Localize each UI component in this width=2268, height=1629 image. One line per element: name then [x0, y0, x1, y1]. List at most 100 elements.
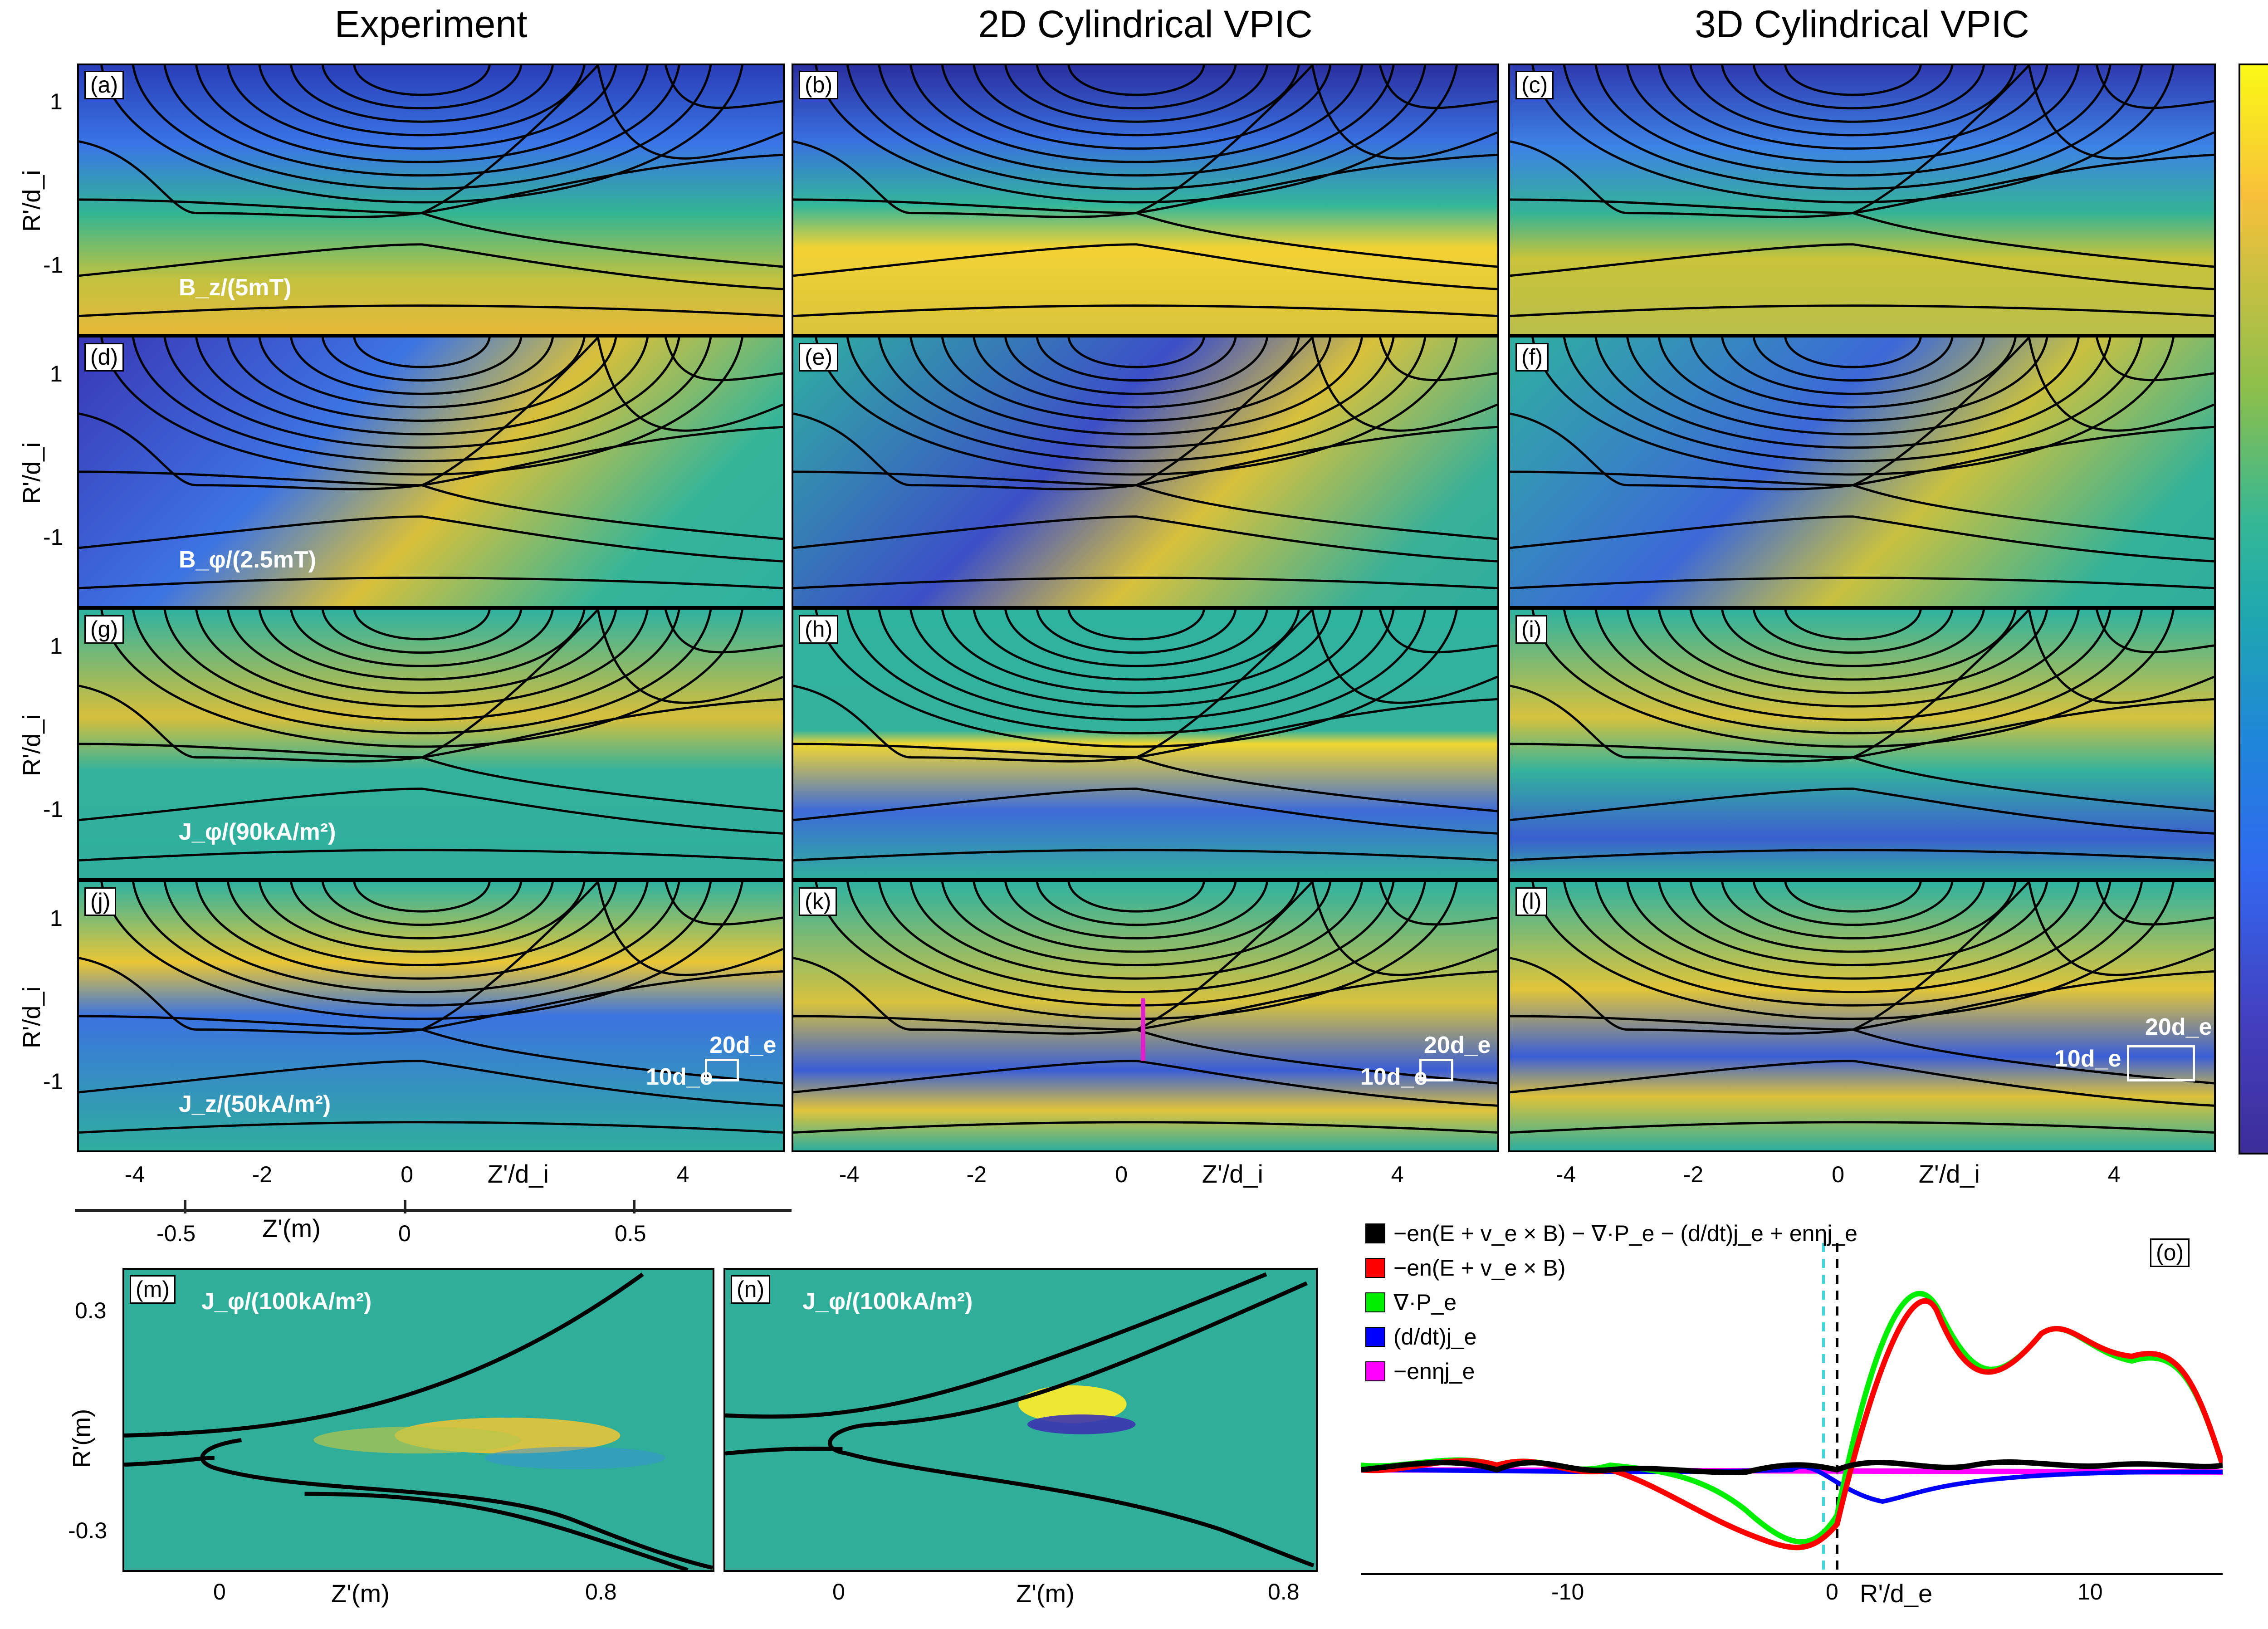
- quantity-label: B_z/(5mT): [179, 274, 292, 301]
- panel-label: (o): [2150, 1238, 2190, 1267]
- xtick-n: 0.8: [1268, 1579, 1300, 1605]
- panel-label: (f): [1515, 343, 1549, 372]
- column-title-experiment: Experiment: [334, 3, 528, 45]
- panel-label: (e): [799, 343, 839, 372]
- xtick: -4: [124, 1162, 145, 1187]
- field-panel: (j) J_z/(50kA/m²) 20d_e 10d_e: [77, 880, 785, 1152]
- xtick-n: 0: [832, 1579, 845, 1605]
- panel-label: (b): [799, 71, 839, 99]
- panel-label: (m): [130, 1275, 176, 1304]
- ylabel-m: R'(m): [68, 1409, 95, 1468]
- xtick: 0: [401, 1162, 413, 1187]
- field-panel: (k) 20d_e 10d_e: [792, 880, 1499, 1152]
- meter-tick: -0.5: [156, 1221, 196, 1246]
- quantity-label: J_φ/(100kA/m²): [201, 1288, 372, 1315]
- xtick: -4: [1555, 1162, 1576, 1187]
- field-panel: (h): [792, 608, 1499, 880]
- colorbar: [2239, 64, 2268, 1154]
- xlabel-m: Z'(m): [331, 1579, 390, 1608]
- legend-swatch: [1365, 1258, 1385, 1278]
- ylabel-row-4: R'/d_i: [18, 986, 45, 1048]
- legend-item: −en(E + v_e × B) − ∇·P_e − (d/dt)j_e + e…: [1365, 1220, 1857, 1247]
- meter-axis-label: Z'(m): [262, 1214, 321, 1243]
- legend-item: ∇·P_e: [1365, 1289, 1857, 1316]
- legend-label: −en(E + v_e × B) − ∇·P_e − (d/dt)j_e + e…: [1393, 1221, 1857, 1246]
- xtick: -2: [1683, 1162, 1704, 1187]
- ytick: -1: [43, 252, 64, 278]
- field-panel: (b): [792, 64, 1499, 336]
- legend-swatch: [1365, 1292, 1385, 1312]
- panel-label: (d): [84, 343, 124, 372]
- field-panel: (g) J_φ/(90kA/m²): [77, 608, 785, 880]
- legend-label: (d/dt)j_e: [1393, 1324, 1477, 1350]
- panel-label: (h): [799, 615, 839, 644]
- scale-box-height-label: 10d_e: [1360, 1064, 1427, 1090]
- xlabel: Z'/d_i: [1918, 1159, 1980, 1188]
- field-panel: (a) B_z/(5mT): [77, 64, 785, 336]
- meter-tick: 0.5: [615, 1221, 646, 1246]
- meter-axis-tick: [404, 1200, 406, 1213]
- field-panel: (i): [1508, 608, 2216, 880]
- legend-label: −en(E + v_e × B): [1393, 1255, 1566, 1281]
- panel-o: (o) −en(E + v_e × B) − ∇·P_e − (d/dt)j_e…: [1361, 1198, 2223, 1579]
- ytick: -1: [43, 1069, 64, 1094]
- scale-box-width-label: 20d_e: [2145, 1014, 2212, 1040]
- xtick: 0: [1832, 1162, 1844, 1187]
- legend-item: −en(E + v_e × B): [1365, 1255, 1857, 1281]
- meter-tick: 0: [398, 1221, 411, 1246]
- ylabel-row-1: R'/d_i: [18, 170, 45, 232]
- quantity-label: J_φ/(100kA/m²): [802, 1288, 973, 1315]
- ytick: 1: [50, 905, 63, 931]
- legend-label: −enηj_e: [1393, 1359, 1475, 1384]
- field-panel: (f): [1508, 336, 2216, 608]
- legend: −en(E + v_e × B) − ∇·P_e − (d/dt)j_e + e…: [1365, 1220, 1857, 1393]
- panel-label: (a): [84, 71, 124, 99]
- scale-box: [2127, 1045, 2195, 1081]
- field-panel: (c): [1508, 64, 2216, 336]
- xtick: -4: [839, 1162, 860, 1187]
- panel-label: (k): [799, 887, 837, 916]
- xtick: 4: [2107, 1162, 2121, 1187]
- legend-item: −enηj_e: [1365, 1358, 1857, 1384]
- quantity-label: J_z/(50kA/m²): [179, 1091, 331, 1117]
- xtick: 0: [1115, 1162, 1128, 1187]
- panel-label: (i): [1515, 615, 1548, 644]
- xtick-m: 0: [213, 1579, 226, 1605]
- legend-swatch: [1365, 1223, 1385, 1243]
- panel-label: (g): [84, 615, 124, 644]
- legend-swatch: [1365, 1361, 1385, 1381]
- xtick-o: -10: [1551, 1579, 1584, 1605]
- xtick: -2: [966, 1162, 987, 1187]
- field-panel: (l) 20d_e 10d_e: [1508, 880, 2216, 1152]
- meter-axis-tick: [184, 1200, 186, 1213]
- panel-label: (l): [1515, 887, 1548, 916]
- panel-label: (n): [731, 1275, 771, 1304]
- scale-box-height-label: 10d_e: [646, 1064, 713, 1090]
- ytick: 1: [50, 633, 63, 659]
- meter-axis-tick: [633, 1200, 635, 1213]
- legend-item: (d/dt)j_e: [1365, 1324, 1857, 1350]
- scale-box-height-label: 10d_e: [2054, 1046, 2121, 1072]
- ytick-m: -0.3: [68, 1518, 108, 1543]
- xlabel: Z'/d_i: [1202, 1159, 1263, 1188]
- xtick: 4: [1391, 1162, 1404, 1187]
- xtick: 4: [676, 1162, 689, 1187]
- ytick: -1: [43, 797, 64, 822]
- legend-swatch: [1365, 1327, 1385, 1347]
- panel-label: (c): [1515, 71, 1554, 99]
- ytick-m: 0.3: [75, 1298, 107, 1323]
- xtick-o: 0: [1826, 1579, 1838, 1605]
- column-title-3d-vpic: 3D Cylindrical VPIC: [1695, 3, 2029, 45]
- xtick-m: 0.8: [585, 1579, 617, 1605]
- scale-box-width-label: 20d_e: [709, 1032, 777, 1058]
- panel-label: (j): [84, 887, 117, 916]
- scale-box: [1419, 1059, 1453, 1081]
- xlabel-n: Z'(m): [1016, 1579, 1075, 1608]
- panel-n: (n) J_φ/(100kA/m²): [723, 1268, 1318, 1572]
- panel-m: (m) J_φ/(100kA/m²): [122, 1268, 714, 1572]
- xtick: -2: [252, 1162, 273, 1187]
- legend-label: ∇·P_e: [1393, 1290, 1457, 1315]
- ytick: -1: [43, 524, 64, 550]
- ytick: 1: [50, 89, 63, 114]
- field-panel: (e): [792, 336, 1499, 608]
